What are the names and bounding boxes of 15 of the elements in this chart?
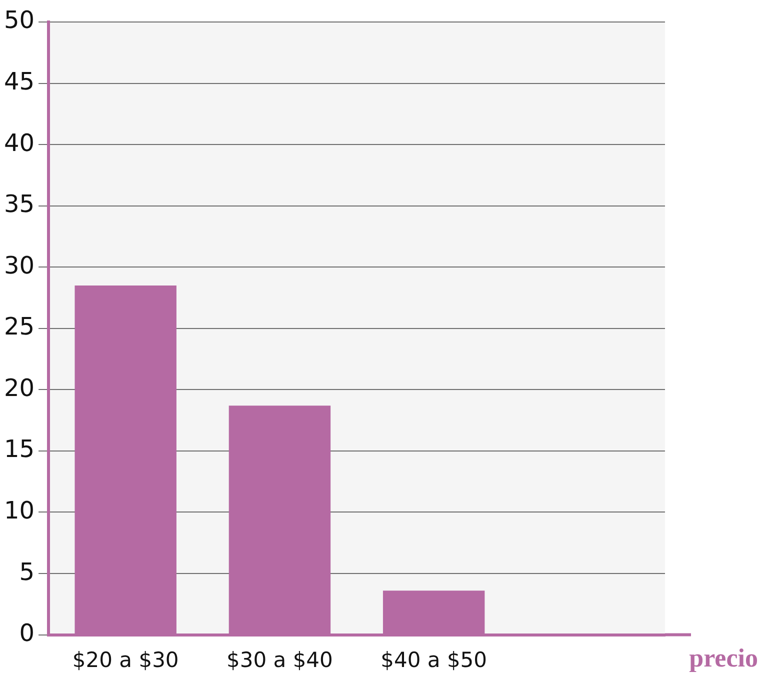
x-axis-title: precio bbox=[689, 644, 758, 673]
y-tick-label: 10 bbox=[4, 496, 35, 524]
y-tick-label: 20 bbox=[4, 374, 35, 402]
y-tick-label: 30 bbox=[4, 251, 35, 280]
y-tick-label: 35 bbox=[4, 190, 35, 218]
y-tick-label: 45 bbox=[4, 68, 35, 96]
x-tick-label: $30 a $40 bbox=[226, 648, 333, 672]
y-tick-label: 15 bbox=[4, 435, 35, 464]
x-tick-label: $40 a $50 bbox=[380, 648, 488, 672]
y-tick-label: 25 bbox=[4, 312, 35, 341]
x-tick-label: $20 a $30 bbox=[72, 648, 179, 672]
y-tick-label: 5 bbox=[19, 558, 35, 586]
y-tick-label: 40 bbox=[4, 128, 35, 157]
y-tick-label: 50 bbox=[4, 6, 35, 34]
y-tick-label: 0 bbox=[19, 619, 35, 648]
